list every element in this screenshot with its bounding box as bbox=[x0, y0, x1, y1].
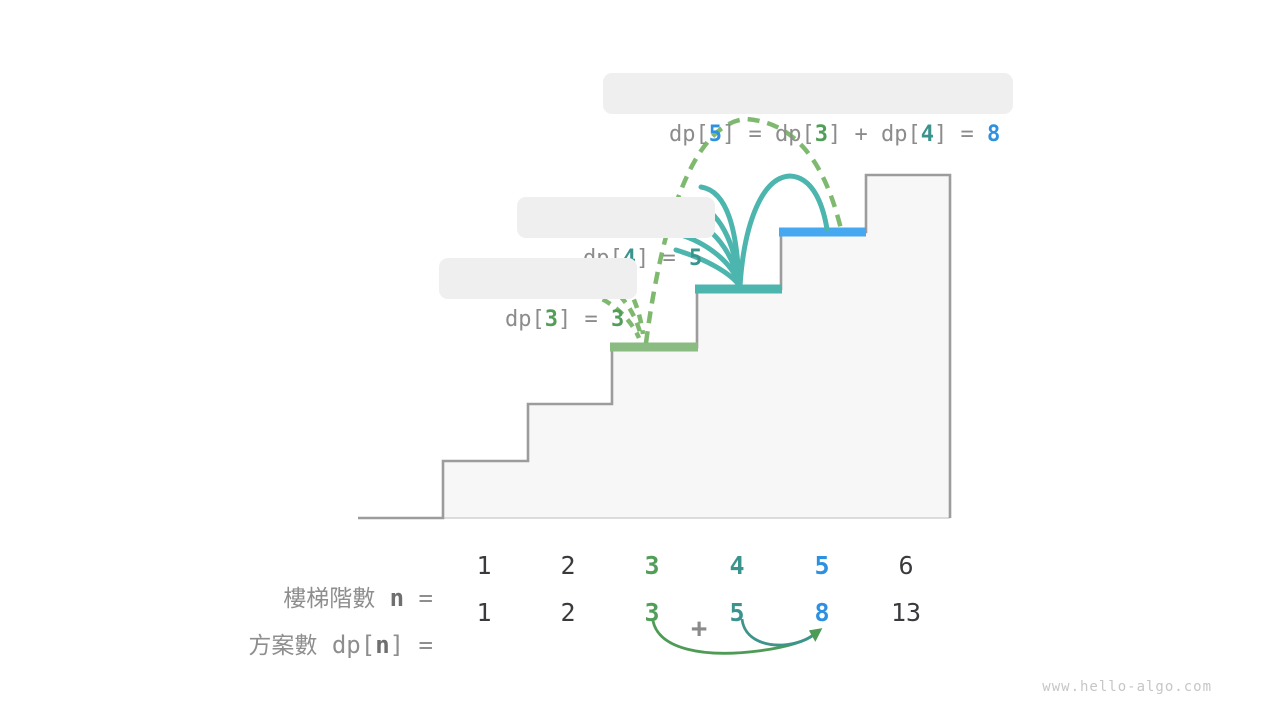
n-value-5: 5 bbox=[814, 551, 830, 580]
jump-arc-3-to-5 bbox=[643, 116, 844, 344]
dp4-value-label: dp[4] = 5 bbox=[517, 197, 716, 271]
dp5-part: ] + bbox=[827, 122, 881, 147]
dp5-value: 8 bbox=[986, 122, 1001, 147]
dp3-value: 3 bbox=[610, 307, 625, 332]
jump-arc-4-to-5 bbox=[737, 173, 830, 289]
staircase-fill bbox=[443, 175, 950, 518]
n-value-4: 4 bbox=[729, 551, 745, 580]
dp3-index: 3 bbox=[814, 122, 828, 147]
dp5-part: dp[ bbox=[668, 122, 709, 147]
sum-arrow-5-to-8 bbox=[740, 618, 814, 647]
plus-sign: + bbox=[691, 613, 708, 644]
sum-arrowhead bbox=[808, 628, 823, 642]
row-dp-label-text: 方案數 bbox=[248, 632, 318, 658]
row-dp-variable: n bbox=[375, 631, 390, 659]
dp-value-4: 5 bbox=[729, 598, 745, 627]
dp4-value: 5 bbox=[688, 246, 703, 271]
dp3-part: dp[ bbox=[504, 307, 545, 332]
dp-value-6: 13 bbox=[890, 598, 922, 627]
n-value-2: 2 bbox=[560, 551, 576, 580]
dp5-part: ] = bbox=[933, 122, 987, 147]
dp4-part: ] = bbox=[635, 246, 689, 271]
row-dp-equals: = bbox=[418, 631, 433, 659]
row-n-equals: = bbox=[418, 584, 433, 612]
dp5-part: dp[ bbox=[880, 122, 921, 147]
dp-value-1: 1 bbox=[476, 598, 492, 627]
dp-value-5: 8 bbox=[814, 598, 830, 627]
dp4-index: 4 bbox=[920, 122, 934, 147]
dp5-part: ] = bbox=[721, 122, 775, 147]
row-dp-post: ] bbox=[389, 631, 419, 659]
row-n-label: 樓梯階數 n = bbox=[225, 551, 433, 641]
row-dp-pre: dp[ bbox=[331, 631, 376, 659]
n-value-3: 3 bbox=[644, 551, 660, 580]
dp3-part: ] = bbox=[557, 307, 611, 332]
n-value-6: 6 bbox=[898, 551, 914, 580]
dp3-value-label: dp[3] = 3 bbox=[439, 258, 638, 332]
dp3-index: 3 bbox=[544, 307, 558, 332]
row-dp-label: 方案數 dp[n] = bbox=[191, 598, 433, 688]
dp5-part: dp[ bbox=[774, 122, 815, 147]
row-n-variable: n bbox=[389, 584, 405, 612]
dp-value-2: 2 bbox=[560, 598, 576, 627]
n-value-1: 1 bbox=[476, 551, 492, 580]
dp-value-3: 3 bbox=[644, 598, 660, 627]
watermark: www.hello-algo.com bbox=[1042, 679, 1212, 695]
dp5-index: 5 bbox=[708, 122, 722, 147]
row-n-label-text: 樓梯階數 bbox=[283, 585, 376, 611]
dp5-equation-label: dp[5] = dp[3] + dp[4] = 8 bbox=[603, 73, 1014, 147]
